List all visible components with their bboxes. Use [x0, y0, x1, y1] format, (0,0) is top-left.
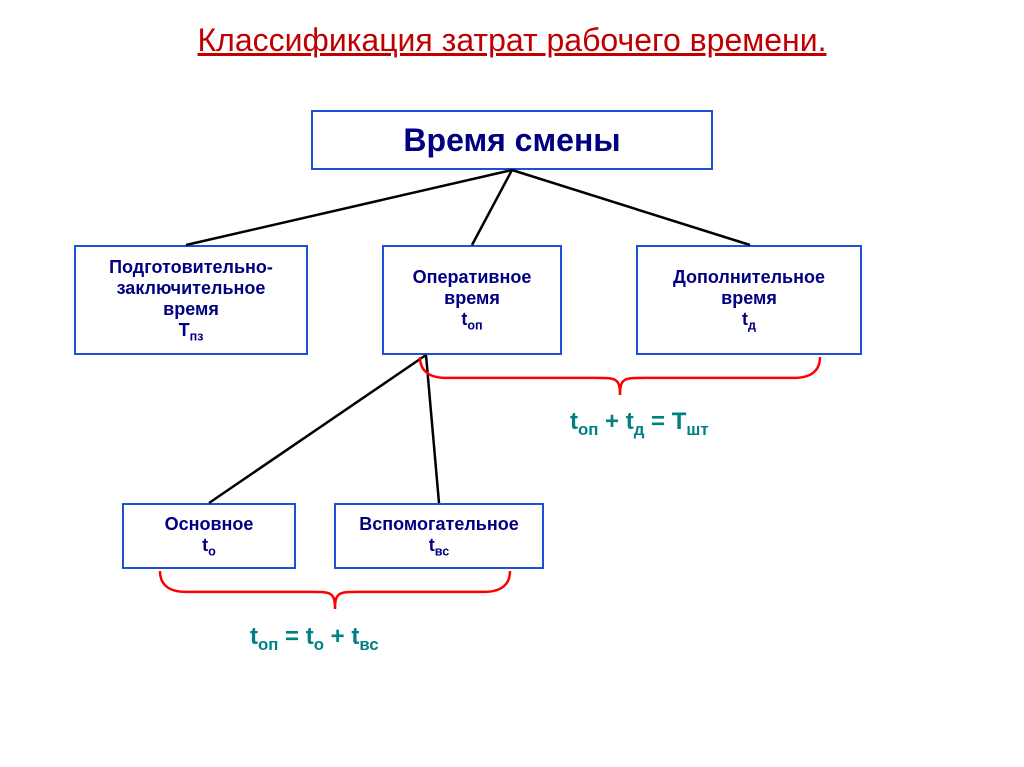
node-root: Время смены	[311, 110, 713, 170]
node-prep-line2: заключительное	[117, 278, 266, 299]
page-title: Классификация затрат рабочего времени.	[0, 22, 1024, 59]
node-main-symbol: tо	[202, 535, 216, 559]
node-addl-line1: Дополнительное	[673, 267, 825, 288]
node-oper: Оперативное время tоп	[382, 245, 562, 355]
node-prep-line1: Подготовительно-	[109, 257, 273, 278]
node-prep-symbol: Тпз	[179, 320, 204, 344]
node-root-label: Время смены	[403, 122, 620, 159]
node-main-line1: Основное	[165, 514, 254, 535]
formula-top: tоп = tо + tвс	[250, 623, 379, 655]
node-oper-line1: Оперативное	[413, 267, 532, 288]
node-addl-line2: время	[721, 288, 777, 309]
node-oper-line2: время	[444, 288, 500, 309]
formula-tsht: tоп + tд = Тшт	[570, 408, 709, 440]
node-oper-symbol: tоп	[461, 309, 482, 333]
node-addl-symbol: tд	[742, 309, 756, 333]
node-addl: Дополнительное время tд	[636, 245, 862, 355]
node-prep-line3: время	[163, 299, 219, 320]
node-aux: Вспомогательное tвс	[334, 503, 544, 569]
node-prep: Подготовительно- заключительное время Тп…	[74, 245, 308, 355]
node-aux-line1: Вспомогательное	[359, 514, 518, 535]
node-aux-symbol: tвс	[429, 535, 449, 559]
node-main: Основное tо	[122, 503, 296, 569]
